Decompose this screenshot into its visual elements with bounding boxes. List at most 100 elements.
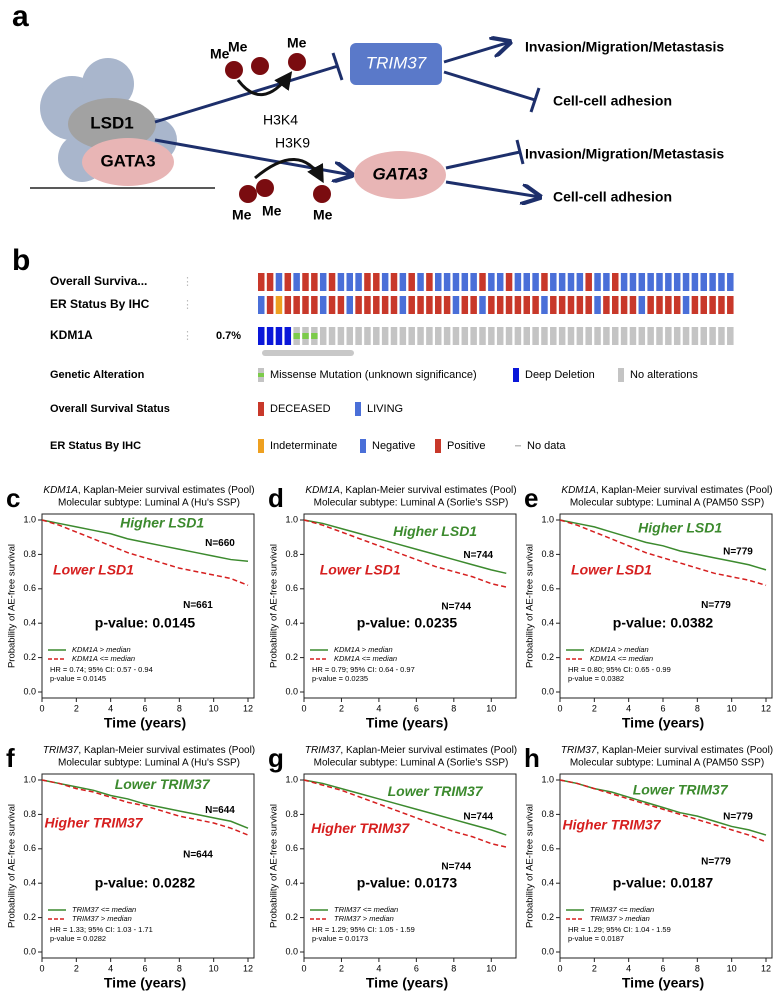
oncoprint-cell	[364, 327, 371, 345]
me-label: Me	[228, 39, 248, 55]
panel-label: g	[268, 743, 284, 773]
survival-curve	[41, 519, 249, 563]
oncoprint-cell	[558, 327, 566, 345]
survival-curve	[559, 519, 767, 587]
oncoprint-cell	[337, 296, 345, 314]
track-label: Overall Surviva...	[50, 274, 147, 288]
demethyl-arrow	[254, 158, 324, 184]
oncoprint-cell	[629, 273, 637, 291]
y-axis-label: Probability of AE-free survival	[525, 804, 536, 928]
legend-swatch	[515, 445, 521, 447]
oncoprint-cell	[275, 273, 283, 291]
legend-swatch	[355, 402, 361, 416]
panel-label: e	[524, 483, 538, 513]
legend-swatch	[513, 368, 519, 382]
arrow	[443, 42, 510, 64]
legend-label: Negative	[372, 440, 415, 452]
chart-title: KDM1A, Kaplan-Meier survival estimates (…	[43, 485, 254, 496]
oncoprint-cell	[629, 296, 637, 314]
x-tick-label: 4	[376, 963, 381, 973]
inhibit-bar	[529, 87, 541, 113]
oncoprint-cell	[302, 296, 309, 314]
oncoprint-cell	[718, 273, 725, 291]
methyl	[256, 179, 274, 197]
x-tick-label: 4	[108, 963, 113, 973]
oncoprint-cell	[337, 327, 345, 345]
y-tick-label: 1.0	[285, 514, 298, 524]
oncoprint-cell	[541, 327, 548, 345]
oncoprint-cell	[612, 296, 619, 314]
oncoprint-cell	[346, 327, 353, 345]
x-tick-label: 10	[486, 963, 496, 973]
x-tick-label: 6	[660, 703, 665, 713]
legend-label: TRIM37 > median	[590, 914, 650, 923]
x-axis-label: Time (years)	[104, 715, 186, 731]
plot-frame	[41, 513, 255, 699]
x-tick-label: 0	[39, 703, 44, 713]
chart-subtitle: Molecular subtype: Luminal A (PAM50 SSP)	[570, 498, 764, 509]
legend-swatch	[258, 402, 264, 416]
chart-subtitle: Molecular subtype: Luminal A (PAM50 SSP)	[570, 758, 764, 769]
scrollbar	[262, 350, 354, 356]
legend-label: KDM1A > median	[590, 645, 649, 654]
y-tick-label: 0.4	[285, 878, 298, 888]
oncoprint-cell	[603, 273, 610, 291]
p-value: p-value: 0.0145	[95, 615, 196, 631]
oncoprint-cell	[656, 273, 663, 291]
oncoprint-cell	[523, 327, 530, 345]
inhibit-bar	[515, 139, 525, 165]
title-gene: TRIM37	[561, 745, 597, 756]
x-tick-label: 2	[339, 703, 344, 713]
chart-title: TRIM37, Kaplan-Meier survival estimates …	[561, 745, 773, 756]
oncoprint-cell	[665, 296, 672, 314]
oncoprint-cell	[585, 273, 592, 291]
oncoprint-cell	[328, 273, 336, 291]
arrow	[445, 180, 540, 197]
oncoprint-cell	[718, 296, 725, 314]
me-label: Me	[262, 203, 282, 219]
oncoprint-cell	[452, 327, 460, 345]
oncoprint-cell	[682, 327, 690, 345]
oncoprint-cell	[355, 296, 362, 314]
x-tick-label: 10	[209, 963, 219, 973]
x-tick-label: 12	[761, 703, 771, 713]
oncoprint-cell	[603, 296, 610, 314]
y-tick-label: 1.0	[23, 514, 36, 524]
oncoprint-cell	[399, 296, 407, 314]
x-axis-label: Time (years)	[366, 975, 448, 991]
oncoprint-cell	[718, 327, 725, 345]
track-menu: ⋮	[182, 330, 193, 342]
oncoprint-cell	[629, 327, 637, 345]
oncoprint-cell	[541, 296, 548, 314]
chart-title: TRIM37, Kaplan-Meier survival estimates …	[305, 745, 517, 756]
x-tick-label: 4	[108, 703, 113, 713]
oncoprint-cell	[346, 296, 353, 314]
legend-label: KDM1A > median	[72, 645, 131, 654]
y-tick-label: 0.8	[541, 549, 554, 559]
x-tick-label: 2	[339, 963, 344, 973]
chart-subtitle: Molecular subtype: Luminal A (Sorlie's S…	[314, 498, 509, 509]
plot-frame	[559, 513, 773, 699]
track-menu: ⋮	[182, 276, 193, 288]
oncoprint-cell	[328, 327, 336, 345]
oncoprint-cell	[647, 327, 654, 345]
oncoprint-cell	[567, 327, 575, 345]
oncoprint-cell	[319, 273, 327, 291]
p-value: p-value: 0.0382	[613, 615, 714, 631]
n-label: N=661	[183, 600, 213, 611]
oncoprint-cell	[638, 273, 646, 291]
legend-label: No data	[527, 440, 566, 452]
y-tick-label: 0.4	[23, 878, 36, 888]
legend-label: Deep Deletion	[525, 369, 595, 381]
chart-subtitle: Molecular subtype: Luminal A (Hu's SSP)	[58, 498, 240, 509]
plot-frame	[559, 773, 773, 959]
x-tick-label: 0	[557, 963, 562, 973]
methyl	[313, 185, 331, 203]
oncoprint-cell	[558, 273, 566, 291]
legend-swatch	[435, 439, 441, 453]
y-tick-label: 0.8	[23, 809, 36, 819]
curve-label: Higher TRIM37	[44, 815, 143, 831]
title-gene: KDM1A	[305, 485, 340, 496]
oncoprint-cell	[673, 296, 681, 314]
